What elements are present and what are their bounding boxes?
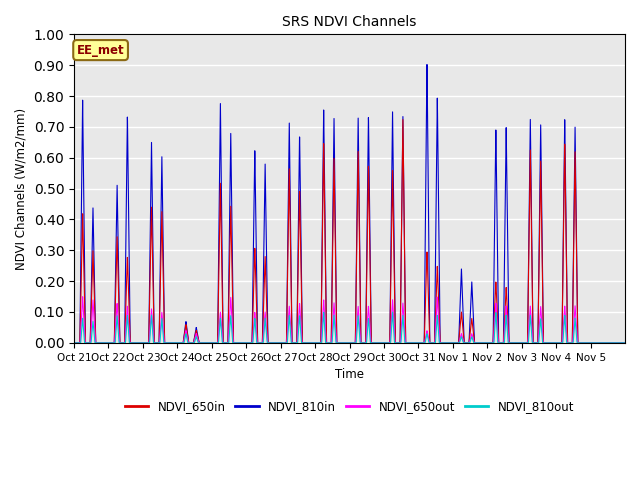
NDVI_650in [399, 117, 407, 122]
NDVI_650out [79, 294, 86, 300]
Line: NDVI_650out: NDVI_650out [74, 297, 625, 343]
NDVI_650in [481, 340, 489, 346]
NDVI_650out [621, 340, 629, 346]
NDVI_810in [281, 340, 289, 346]
NDVI_650out [429, 340, 436, 346]
NDVI_810out [70, 340, 78, 346]
NDVI_810out [401, 336, 408, 342]
NDVI_650in [621, 340, 629, 346]
NDVI_810in [70, 340, 78, 346]
NDVI_650in [429, 340, 436, 346]
NDVI_650out [70, 340, 78, 346]
NDVI_810out [524, 340, 531, 346]
NDVI_810in [621, 340, 629, 346]
NDVI_810in [524, 340, 531, 346]
NDVI_810in [429, 340, 436, 346]
NDVI_810out [621, 340, 629, 346]
NDVI_650out [281, 340, 289, 346]
NDVI_810in [170, 340, 178, 346]
Line: NDVI_810out: NDVI_810out [74, 312, 625, 343]
NDVI_810out [429, 340, 436, 346]
Y-axis label: NDVI Channels (W/m2/mm): NDVI Channels (W/m2/mm) [15, 108, 28, 270]
NDVI_650out [170, 340, 178, 346]
NDVI_810out [388, 309, 396, 315]
NDVI_650in [170, 340, 178, 346]
NDVI_650out [481, 340, 489, 346]
NDVI_650out [401, 327, 408, 333]
NDVI_810out [481, 340, 489, 346]
NDVI_810in [423, 61, 431, 67]
X-axis label: Time: Time [335, 368, 364, 381]
NDVI_810out [170, 340, 178, 346]
Title: SRS NDVI Channels: SRS NDVI Channels [282, 15, 417, 29]
NDVI_650in [401, 252, 408, 258]
Line: NDVI_810in: NDVI_810in [74, 64, 625, 343]
NDVI_810out [281, 340, 289, 346]
NDVI_810in [481, 340, 489, 346]
Line: NDVI_650in: NDVI_650in [74, 120, 625, 343]
NDVI_650in [524, 340, 531, 346]
Text: EE_met: EE_met [77, 44, 124, 57]
NDVI_810in [401, 241, 408, 247]
NDVI_650out [524, 340, 531, 346]
NDVI_650in [70, 340, 78, 346]
NDVI_650in [281, 340, 289, 346]
Legend: NDVI_650in, NDVI_810in, NDVI_650out, NDVI_810out: NDVI_650in, NDVI_810in, NDVI_650out, NDV… [120, 395, 579, 418]
